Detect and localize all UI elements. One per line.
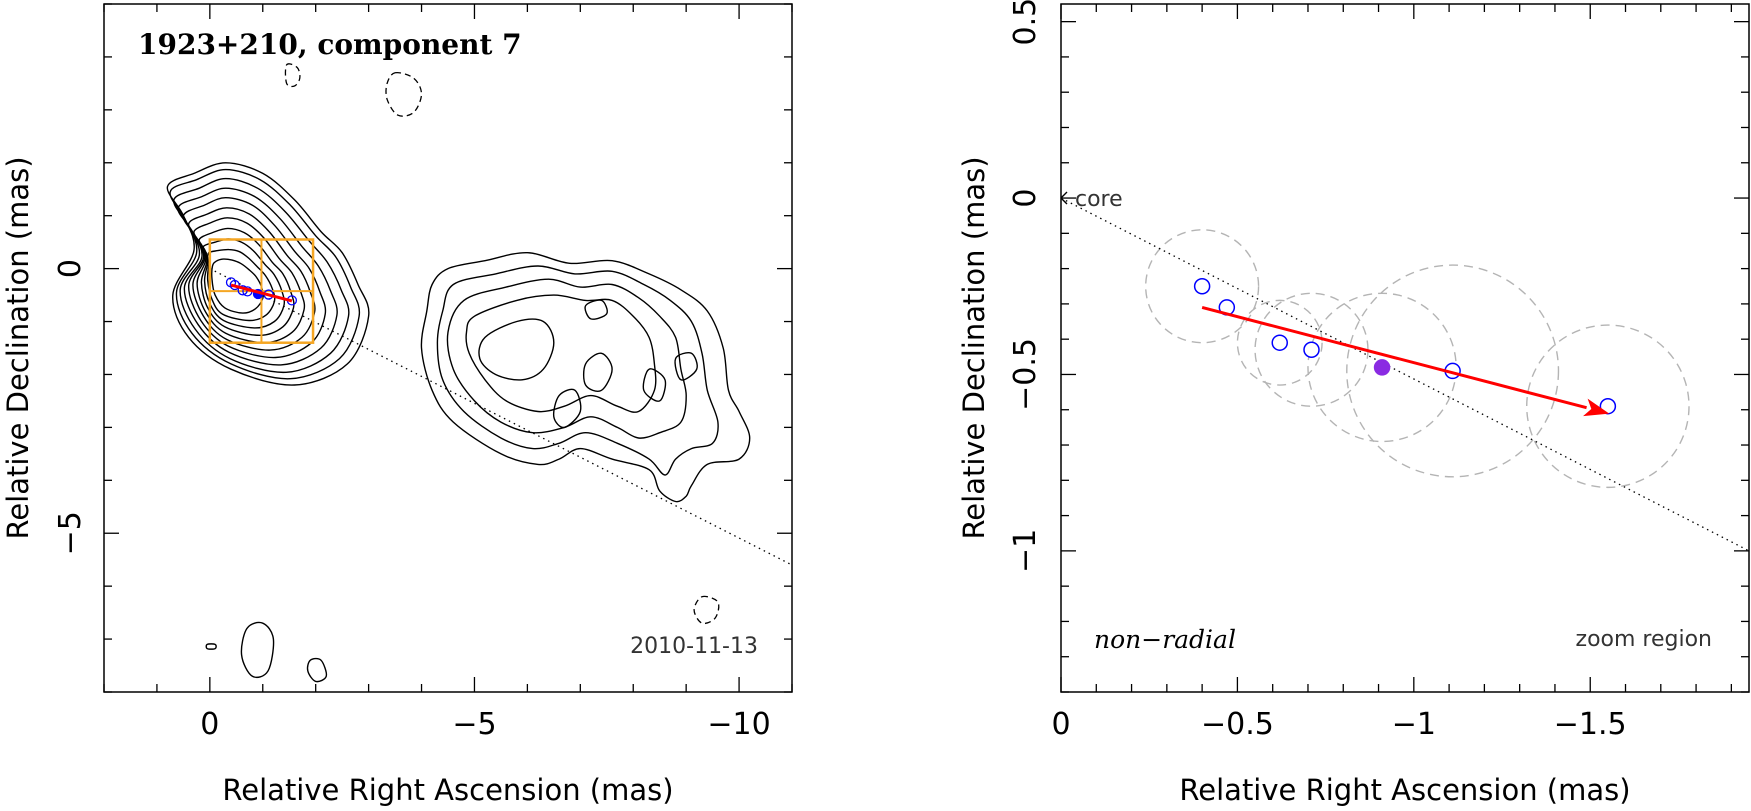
x-tick-label: −1 <box>1392 707 1436 742</box>
x-tick-label: 0 <box>1051 707 1070 742</box>
x-tick-label: −5 <box>452 707 496 742</box>
y-tick-label: −5 <box>53 511 88 555</box>
component-position-marker <box>1271 334 1288 351</box>
map-date-label: 2010-11-13 <box>630 634 758 659</box>
contour-line <box>240 621 275 678</box>
jet-axis-line <box>1061 197 1749 552</box>
contour-line <box>446 278 687 439</box>
contour-line <box>177 187 338 366</box>
y-tick-label: 0 <box>53 259 88 278</box>
map-x-axis-label: Relative Right Ascension (mas) <box>222 773 673 807</box>
x-tick-label: 0 <box>200 707 219 742</box>
core-label: core <box>1075 187 1123 212</box>
y-tick-label: 0.5 <box>1008 0 1043 46</box>
map-tick-group: 0 −5 −10 0 −5 <box>53 3 793 742</box>
zoom-plot-frame <box>1060 3 1750 693</box>
contour-line <box>478 318 555 381</box>
zoom-y-axis-label: Relative Declination (mas) <box>957 156 991 539</box>
contour-line <box>436 265 719 476</box>
component-size-circle <box>1346 264 1560 478</box>
non-radial-label: non−radial <box>1094 625 1236 654</box>
y-tick-label: −0.5 <box>1008 338 1043 411</box>
zoom-tick-group: 0 −0.5 −1 −1.5 0.5 0 −0.5 −1 <box>1008 0 1749 742</box>
x-tick-label: −1.5 <box>1554 707 1627 742</box>
component-size-circle <box>1144 229 1260 344</box>
map-plot-frame <box>103 3 793 693</box>
zoom-x-axis-label: Relative Right Ascension (mas) <box>1179 773 1630 807</box>
contour-line <box>642 368 667 402</box>
x-tick-label: −0.5 <box>1201 707 1274 742</box>
y-tick-label: 0 <box>1008 189 1043 208</box>
contour-line <box>205 643 217 650</box>
contour-line <box>465 294 657 413</box>
contour-line <box>552 388 582 429</box>
component-position-marker <box>1303 341 1320 359</box>
contour-line <box>202 238 286 329</box>
negative-contour-line <box>385 71 423 117</box>
contour-line <box>306 657 328 683</box>
map-panel: 0 −5 −10 0 −5 1923+210, component 7 2010-11-… <box>1 3 793 807</box>
contour-group <box>166 63 751 683</box>
negative-contour-line <box>284 63 301 88</box>
contour-line <box>169 168 361 380</box>
contour-line <box>182 196 327 359</box>
map-title: 1923+210, component 7 <box>138 28 522 61</box>
contour-line <box>674 352 698 381</box>
contour-line <box>584 299 608 320</box>
contour-line <box>206 248 276 322</box>
contour-line <box>193 217 306 344</box>
contour-line <box>166 162 370 386</box>
contour-line <box>173 177 350 374</box>
negative-contour-line <box>693 595 720 625</box>
contour-line <box>582 352 613 392</box>
component-position-marker <box>229 279 240 291</box>
y-tick-label: −1 <box>1008 529 1043 573</box>
contour-line <box>187 207 316 351</box>
x-tick-label: −10 <box>707 707 770 742</box>
component-position-marker <box>1193 278 1211 295</box>
zoom-overlay-group <box>1061 191 1749 552</box>
component-size-circle <box>1526 324 1690 489</box>
component-size-circle <box>1236 299 1323 386</box>
zoom-panel: 0 −0.5 −1 −1.5 0.5 0 −0.5 −1 core non−radial zo… <box>957 0 1750 807</box>
map-y-axis-label: Relative Declination (mas) <box>1 156 35 539</box>
zoom-region-label: zoom region <box>1576 627 1712 652</box>
current-epoch-marker <box>1373 359 1391 376</box>
motion-vector <box>230 283 293 303</box>
core-marker <box>1061 191 1068 205</box>
motion-vector <box>1201 305 1587 410</box>
jet-axis-line <box>209 268 792 566</box>
contour-line <box>420 251 751 503</box>
motion-vector-arrowhead <box>1583 398 1610 417</box>
overlay-group <box>208 238 792 566</box>
contour-line <box>198 227 295 337</box>
